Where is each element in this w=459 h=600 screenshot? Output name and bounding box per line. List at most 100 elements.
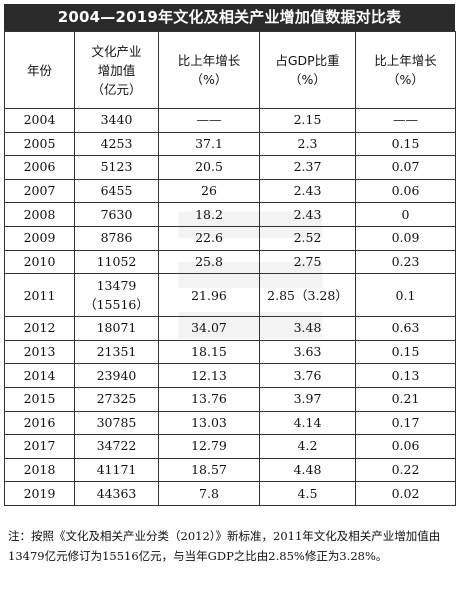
cell-text: 2.15: [293, 112, 322, 128]
table-row: 2009 8786 22.6 2.52 0.09: [4, 225, 456, 251]
cell-share-growth: 0.15: [355, 339, 456, 365]
table-row: 2018 41171 18.57 4.48 0.22: [4, 457, 456, 483]
cell-text: 2006: [23, 159, 56, 175]
cell-text: 12.79: [191, 438, 227, 454]
cell-text: 0: [401, 206, 410, 222]
cell-value: 11052: [74, 249, 159, 275]
cell-gdp-share: 4.14: [259, 410, 356, 436]
cell-text: 0.09: [391, 230, 420, 246]
cell-text: 2007: [23, 183, 56, 199]
header-cell: 比上年增长 （%）: [355, 31, 456, 109]
cell-text: 6455: [100, 183, 133, 199]
header-cell-line: 占GDP比重: [275, 53, 340, 68]
table-row: 2006 5123 20.5 2.37 0.07: [4, 155, 456, 180]
cell-text: 2018: [23, 462, 56, 478]
cell-share-growth: 0.17: [355, 410, 456, 436]
cell-text: 12.13: [191, 367, 227, 383]
header-cell: 比上年增长 （%）: [158, 31, 260, 109]
cell-text: 2.43: [293, 183, 322, 199]
cell-share-growth: 0.09: [355, 225, 456, 251]
cell-gdp-share: 4.2: [259, 434, 356, 459]
data-table-figure: ≡ 2004—2019年文化及相关产业增加值数据对比表 年份 文化产业 增加值 （亿元…: [4, 4, 456, 596]
cell-growth: 25.8: [158, 249, 260, 275]
cell-text: 0.06: [391, 438, 420, 454]
cell-text: 2019: [23, 485, 56, 501]
cell-text: 4.14: [293, 414, 322, 430]
cell-growth: 7.8: [158, 481, 260, 506]
cell-text: 2009: [23, 230, 56, 246]
cell-growth: 13.76: [158, 386, 260, 412]
cell-year: 2013: [4, 339, 75, 365]
cell-year: 2016: [4, 410, 75, 436]
cell-text: 2017: [23, 438, 56, 454]
cell-share-growth: 0.13: [355, 363, 456, 388]
cell-text: 2008: [23, 206, 56, 222]
cell-gdp-share: 3.76: [259, 363, 356, 388]
cell-text: 0.07: [391, 159, 420, 175]
cell-text: 3.48: [293, 320, 322, 336]
cell-text: 25.8: [195, 253, 223, 269]
cell-share-growth: 0.21: [355, 386, 456, 412]
header-cell-line: （%）: [387, 72, 424, 87]
cell-text: 2010: [23, 253, 56, 269]
cell-text-revised: （15516）: [84, 297, 149, 313]
cell-text: 0.15: [391, 344, 420, 360]
header-cell-line: 比上年增长: [177, 53, 241, 68]
cell-year: 2012: [4, 316, 75, 341]
cell-text: 41171: [96, 462, 137, 478]
cell-text: 0.22: [391, 462, 420, 478]
cell-year: 2018: [4, 457, 75, 483]
cell-text: 2.52: [293, 230, 322, 246]
cell-growth: 26: [158, 178, 260, 204]
cell-share-growth: 0.15: [355, 131, 456, 157]
cell-share-growth: 0.07: [355, 155, 456, 180]
cell-growth: ——: [158, 108, 260, 133]
cell-value: 34722: [74, 434, 159, 459]
table-note: 注：按照《文化及相关产业分类（2012）》新标准，2011年文化及相关产业增加值…: [8, 529, 441, 563]
cell-value: 3440: [74, 108, 159, 133]
cell-text: 2.75: [293, 253, 322, 269]
cell-growth: 18.2: [158, 202, 260, 227]
cell-gdp-share: 2.37: [259, 155, 356, 180]
header-cell-line: （亿元）: [91, 81, 142, 97]
cell-text: 18.57: [191, 462, 227, 478]
cell-text: 18.2: [195, 206, 223, 222]
cell-text: 0.1: [395, 287, 416, 303]
header-cell-line: 比上年增长: [374, 53, 437, 68]
header-cell-line: （%）: [289, 72, 326, 87]
cell-share-growth: ——: [355, 108, 456, 133]
header-cell-line: 年份: [26, 62, 52, 78]
cell-value: 18071: [74, 316, 159, 341]
table-row: 2016 30785 13.03 4.14 0.17: [4, 410, 456, 436]
cell-text: 7630: [100, 206, 133, 222]
table-row: 2015 27325 13.76 3.97 0.21: [4, 386, 456, 412]
table-row: 2013 21351 18.15 3.63 0.15: [4, 339, 456, 365]
cell-text: 2.85（3.28）: [267, 287, 348, 303]
cell-growth: 22.6: [158, 225, 260, 251]
cell-growth: 18.57: [158, 457, 260, 483]
cell-value: 41171: [74, 457, 159, 483]
cell-text: 2012: [23, 320, 56, 336]
cell-year: 2015: [4, 386, 75, 412]
cell-text: 13.03: [191, 414, 227, 430]
cell-text: 21.96: [191, 287, 227, 303]
table-title: 2004—2019年文化及相关产业增加值数据对比表: [4, 4, 455, 31]
cell-text: 2014: [23, 367, 56, 383]
cell-text: 2.3: [297, 135, 318, 151]
cell-growth: 13.03: [158, 410, 260, 436]
cell-text: 11052: [96, 253, 137, 269]
cell-year: 2004: [4, 108, 75, 133]
cell-text: 0.21: [391, 391, 420, 407]
table-row: 2007 6455 26 2.43 0.06: [4, 178, 456, 204]
table-row: 2004 3440 —— 2.15 ——: [4, 108, 456, 133]
cell-share-growth: 0.23: [355, 249, 456, 275]
cell-gdp-share: 2.43: [259, 178, 356, 204]
cell-growth: 20.5: [158, 155, 260, 180]
cell-value: 27325: [74, 386, 159, 412]
header-cell-line: 增加值: [97, 62, 136, 78]
cell-text: 0.23: [391, 253, 420, 269]
cell-text: 2005: [23, 135, 56, 151]
cell-value: 8786: [74, 225, 159, 251]
cell-text: 0.02: [391, 485, 420, 501]
table-header: 年份 文化产业 增加值 （亿元） 比上年增长 （%） 占GDP比重 （%） 比上年增长 （%）: [4, 31, 456, 109]
